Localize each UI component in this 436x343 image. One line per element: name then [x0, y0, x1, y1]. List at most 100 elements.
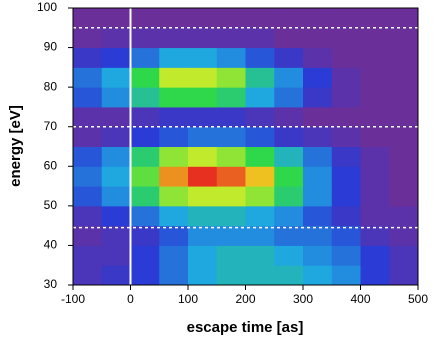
heat-cell [274, 27, 304, 49]
heat-cell [101, 27, 131, 49]
heat-cell [130, 126, 160, 147]
heat-cell [274, 8, 304, 29]
heat-cell [101, 245, 131, 266]
heat-cell [216, 87, 246, 108]
heat-cell [188, 205, 218, 227]
x-tick-label: 400 [350, 292, 370, 306]
heat-cell [360, 8, 390, 29]
heat-cell [274, 146, 304, 167]
heat-cell [303, 166, 333, 187]
heat-cell [389, 225, 419, 246]
heat-cell [159, 166, 189, 187]
heat-cell [331, 126, 361, 147]
heat-cell [188, 27, 218, 49]
heat-cell [245, 265, 275, 286]
heat-cell [101, 225, 131, 246]
heat-cell [274, 106, 304, 128]
heat-cell [389, 126, 419, 147]
heat-cell [101, 126, 131, 147]
heat-cell [389, 265, 419, 286]
heat-cell [101, 67, 131, 88]
heat-cell [274, 245, 304, 266]
heat-cell [389, 8, 419, 29]
heat-cell [188, 186, 218, 207]
heat-cell [245, 87, 275, 108]
heat-cell [188, 106, 218, 128]
heat-cell [159, 265, 189, 286]
heat-cell [389, 205, 419, 227]
heat-cell [130, 166, 160, 187]
heat-cell [216, 106, 246, 128]
heat-cell [245, 186, 275, 207]
heat-cell [274, 186, 304, 207]
heat-cell [73, 146, 103, 167]
heat-cell [303, 8, 333, 29]
heat-cell [274, 205, 304, 227]
heat-cell [159, 126, 189, 147]
heat-cell [331, 106, 361, 128]
heat-cell [101, 265, 131, 286]
heat-cell [303, 87, 333, 108]
heat-cell [303, 205, 333, 227]
heat-cell [101, 8, 131, 29]
heat-cell [130, 106, 160, 128]
heat-cell [73, 106, 103, 128]
heat-cell [73, 186, 103, 207]
heat-cell [159, 87, 189, 108]
heat-cell [360, 166, 390, 187]
y-tick-label: 90 [44, 40, 58, 54]
heat-cell [274, 67, 304, 88]
heat-cell [303, 47, 333, 68]
heat-cell [159, 67, 189, 88]
heat-cell [360, 67, 390, 88]
heat-cell [130, 205, 160, 227]
heat-cell [216, 186, 246, 207]
heat-cell [274, 47, 304, 68]
y-tick-label: 80 [44, 79, 58, 93]
heat-cell [303, 146, 333, 167]
x-tick-label: -100 [61, 292, 85, 306]
heat-cell [389, 146, 419, 167]
heat-cell [331, 27, 361, 49]
heat-cell [216, 146, 246, 167]
heat-cell [159, 186, 189, 207]
heat-cell [274, 225, 304, 246]
heat-cell [245, 106, 275, 128]
heat-cell [101, 186, 131, 207]
heat-cell [303, 225, 333, 246]
heat-cell [73, 67, 103, 88]
heat-cell [389, 47, 419, 68]
heat-cell [331, 146, 361, 167]
heat-cell [188, 126, 218, 147]
heat-cell [303, 265, 333, 286]
heat-cell [159, 205, 189, 227]
heat-cell [360, 126, 390, 147]
heat-cell [101, 146, 131, 167]
heat-cell [274, 87, 304, 108]
x-axis-title: escape time [as] [187, 319, 304, 336]
heat-cell [188, 8, 218, 29]
heat-cell [303, 126, 333, 147]
heat-cell [159, 47, 189, 68]
heat-cell [101, 47, 131, 68]
heat-cell [73, 27, 103, 49]
x-tick-label: 500 [408, 292, 428, 306]
heat-cell [188, 225, 218, 246]
heat-cell [360, 245, 390, 266]
heat-cell [245, 166, 275, 187]
heat-cell [274, 166, 304, 187]
heat-cell [216, 225, 246, 246]
heat-cell [303, 27, 333, 49]
heat-cell [188, 87, 218, 108]
heat-cell [216, 27, 246, 49]
y-tick-label: 40 [44, 238, 58, 252]
heat-cell [130, 186, 160, 207]
heat-cell [245, 225, 275, 246]
heat-cell [188, 67, 218, 88]
heat-cell [331, 265, 361, 286]
heat-cell [73, 245, 103, 266]
heat-cell [245, 146, 275, 167]
heat-cell [216, 67, 246, 88]
heat-cell [73, 87, 103, 108]
